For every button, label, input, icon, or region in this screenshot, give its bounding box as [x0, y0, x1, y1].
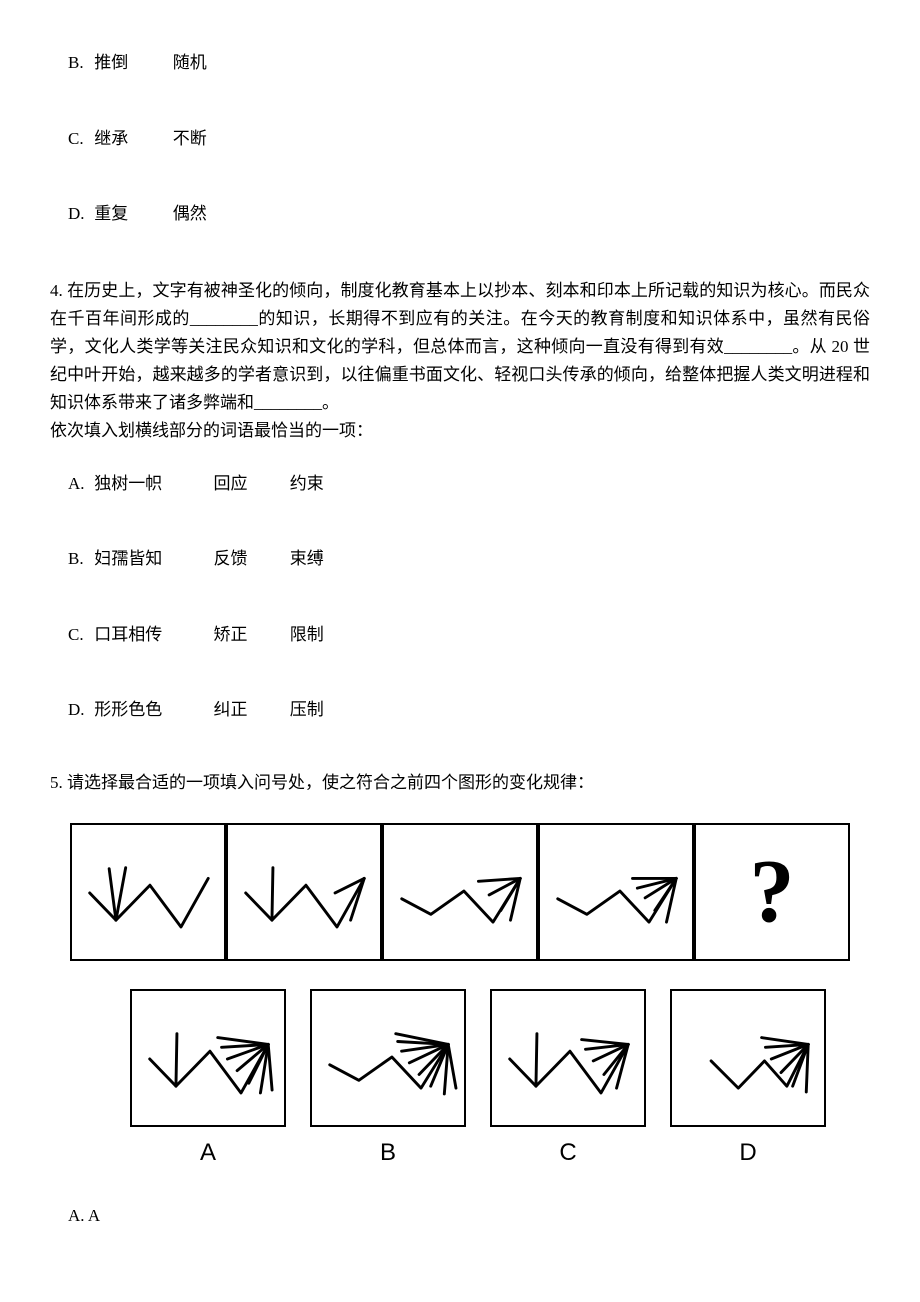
option-text-2: 矫正 [214, 622, 286, 648]
option-text-1: 口耳相传 [94, 622, 209, 648]
seq-figure-4 [538, 823, 694, 961]
seq-figure-2 [226, 823, 382, 961]
option-text-1: 继承 [94, 126, 128, 152]
seq-figure-question: ? [694, 823, 850, 961]
seq-figure-3 [382, 823, 538, 961]
option-text-3: 束缚 [290, 546, 324, 572]
option-c[interactable]: C. 口耳相传 矫正 限制 [50, 622, 870, 648]
answer-letter: D [739, 1135, 756, 1171]
option-letter: B. [68, 50, 90, 76]
question-mark-icon: ? [750, 847, 795, 937]
question-body: 请选择最合适的一项填入问号处，使之符合之前四个图形的变化规律： [67, 773, 594, 792]
option-text-1: 重复 [94, 201, 128, 227]
option-letter: C. [68, 126, 90, 152]
option-letter: A. [68, 471, 90, 497]
question-5: 5. 请选择最合适的一项填入问号处，使之符合之前四个图形的变化规律： [50, 769, 870, 797]
answer-b[interactable]: B [310, 989, 466, 1171]
option-text-1: 独树一帜 [94, 471, 209, 497]
option-text-2: 随机 [173, 50, 207, 76]
answer-figure-c [490, 989, 646, 1127]
option-c[interactable]: C. 继承 不断 [50, 126, 870, 152]
option-d[interactable]: D. 重复 偶然 [50, 201, 870, 227]
option-text-1: 妇孺皆知 [94, 546, 209, 572]
option-text-2: 回应 [214, 471, 286, 497]
answer-figure-a [130, 989, 286, 1127]
answer-figure-b [310, 989, 466, 1127]
seq-figure-1 [70, 823, 226, 961]
answer-letter: C [559, 1135, 576, 1171]
answer-a[interactable]: A [130, 989, 286, 1171]
question-4-prompt: 依次填入划横线部分的词语最恰当的一项： [50, 417, 870, 445]
option-letter: A. [68, 1206, 85, 1225]
option-text-2: 纠正 [214, 697, 286, 723]
option-letter: C. [68, 622, 90, 648]
option-value: A [88, 1206, 100, 1225]
answer-letter: B [380, 1135, 396, 1171]
q4-options: A. 独树一帜 回应 约束 B. 妇孺皆知 反馈 束缚 C. 口耳相传 矫正 限… [50, 471, 870, 723]
answer-figures: A B C D [130, 989, 870, 1171]
question-4-text: 4. 在历史上，文字有被神圣化的倾向，制度化教育基本上以抄本、刻本和印本上所记载… [50, 277, 870, 417]
question-number: 5. [50, 773, 63, 792]
option-letter: B. [68, 546, 90, 572]
option-text-3: 压制 [290, 697, 324, 723]
option-letter: D. [68, 201, 90, 227]
question-5-text: 5. 请选择最合适的一项填入问号处，使之符合之前四个图形的变化规律： [50, 769, 870, 797]
q5-option-a[interactable]: A. A [50, 1203, 870, 1229]
answer-figure-d [670, 989, 826, 1127]
option-text-2: 不断 [173, 126, 207, 152]
option-text-1: 形形色色 [94, 697, 209, 723]
option-text-3: 限制 [290, 622, 324, 648]
q3-options: B. 推倒 随机 C. 继承 不断 D. 重复 偶然 [50, 50, 870, 227]
option-b[interactable]: B. 推倒 随机 [50, 50, 870, 76]
option-b[interactable]: B. 妇孺皆知 反馈 束缚 [50, 546, 870, 572]
question-body: 在历史上，文字有被神圣化的倾向，制度化教育基本上以抄本、刻本和印本上所记载的知识… [50, 281, 870, 412]
answer-letter: A [200, 1135, 216, 1171]
option-a[interactable]: A. 独树一帜 回应 约束 [50, 471, 870, 497]
answer-c[interactable]: C [490, 989, 646, 1171]
answer-d[interactable]: D [670, 989, 826, 1171]
sequence-figures: ? [50, 823, 870, 961]
option-text-2: 反馈 [214, 546, 286, 572]
option-d[interactable]: D. 形形色色 纠正 压制 [50, 697, 870, 723]
option-text-3: 约束 [290, 471, 324, 497]
option-text-1: 推倒 [94, 50, 128, 76]
option-text-2: 偶然 [173, 201, 207, 227]
question-number: 4. [50, 281, 63, 300]
question-4: 4. 在历史上，文字有被神圣化的倾向，制度化教育基本上以抄本、刻本和印本上所记载… [50, 277, 870, 445]
option-letter: D. [68, 697, 90, 723]
